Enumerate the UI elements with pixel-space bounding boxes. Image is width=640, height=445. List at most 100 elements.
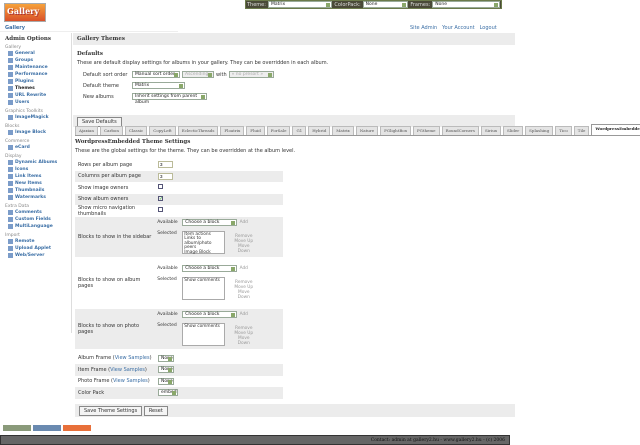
sidebar-item-themes[interactable]: Themes [5,85,66,92]
sidebar-item-image-block[interactable]: Image Block [5,129,66,136]
photo-frame-select[interactable]: None [158,377,174,385]
tab-carbon[interactable]: Carbon [100,126,123,135]
photo-blocks-available-select[interactable]: Choose a block [182,310,238,318]
sort-direction-select[interactable]: Ascending [182,71,214,78]
tab-forsale[interactable]: ForSale [266,126,291,135]
tab-hybrid[interactable]: Hybrid [308,126,331,135]
tab-ajaxian[interactable]: Ajaxian [75,126,99,135]
breadcrumb-gallery[interactable]: Gallery [5,25,26,31]
tab-splashing[interactable]: Splashing [525,126,554,135]
sidebar-item-general[interactable]: General [5,50,66,57]
sidebar-item-performance[interactable]: Performance [5,71,66,78]
remove-button[interactable]: Remove [235,325,253,331]
tab-g1[interactable]: G1 [292,126,307,135]
selected-block-item[interactable]: Item actions [184,231,211,237]
tab-slider[interactable]: Slider [503,126,524,135]
colorpack-select[interactable]: None [362,1,409,8]
add-button[interactable]: Add [239,265,248,271]
photo-blocks-selected-list[interactable]: Show comments [182,322,226,346]
php-badge[interactable] [63,425,91,431]
add-button[interactable]: Add [239,311,248,317]
columns-input[interactable] [158,172,173,180]
tab-fluid[interactable]: Fluid [246,126,265,135]
tab-classic[interactable]: Classic [124,126,148,135]
rows-input[interactable] [158,161,173,169]
selected-block-item[interactable]: Links to album/photo peers [184,236,212,250]
selected-block-item[interactable]: Show comments [184,277,220,283]
selected-block-item[interactable]: Show comments [184,323,220,329]
g2-badge[interactable] [33,425,61,431]
remove-button[interactable]: Remove [235,279,253,285]
default-theme-select[interactable]: Matrix [132,82,185,89]
sidebar-item-imagemagick[interactable]: ImageMagick [5,114,66,121]
frames-label: Frames: [410,1,431,8]
album-blocks-available-select[interactable]: Choose a block [182,264,238,272]
sidebar-item-link-items[interactable]: Link Items [5,173,66,180]
frames-select[interactable]: None [432,1,500,8]
sidebar-item-url-rewrite[interactable]: URL Rewrite [5,92,66,99]
tab-siriux[interactable]: Siriux [480,126,502,135]
tab-matrix[interactable]: Matrix [332,126,354,135]
sidebar-item-watermarks[interactable]: Watermarks [5,194,66,201]
move-up-button[interactable]: Move Up [234,238,254,244]
sidebar-item-ecard[interactable]: eCard [5,144,66,151]
logout-link[interactable]: Logout [479,25,497,31]
sidebar-item-groups[interactable]: Groups [5,57,66,64]
sidebar-item-custom-fields[interactable]: Custom Fields [5,216,66,223]
tab-tico[interactable]: Tico [555,126,572,135]
sidebar-item-web-server[interactable]: Web/Server [5,252,66,259]
gallery-logo[interactable]: Gallery [4,3,46,22]
sidebar-item-plugins[interactable]: Plugins [5,78,66,85]
save-defaults-button[interactable]: Save Defaults [77,117,122,127]
album-owners-checkbox[interactable]: ✓ [158,196,164,203]
remove-button[interactable]: Remove [235,233,253,239]
default-theme-label: Default theme [83,82,120,89]
selected-block-item[interactable]: Image Block [184,249,211,255]
move-down-button[interactable]: Move Down [237,243,250,254]
micro-nav-checkbox[interactable] [158,207,163,213]
item-frame-select[interactable]: None [158,366,174,374]
sidebar-blocks-selected-list[interactable]: Item actions Links to album/photo peers Im… [182,230,226,255]
sidebar-item-maintenance[interactable]: Maintenance [5,64,66,71]
tab-floatrix[interactable]: Floatrix [220,126,245,135]
photo-frame-samples-link[interactable]: View Samples [112,378,148,385]
sidebar-item-dynamic-albums[interactable]: Dynamic Albums [5,159,66,166]
move-up-button[interactable]: Move Up [234,284,254,290]
tab-tile[interactable]: Tile [573,126,590,135]
move-up-button[interactable]: Move Up [234,330,254,336]
tab-copyleft[interactable]: CopyLeft [149,126,176,135]
album-frame-select[interactable]: None [158,354,174,362]
presort-select[interactable]: « no presort » [228,71,274,78]
tab-nature[interactable]: Nature [355,126,379,135]
your-account-link[interactable]: Your Account [442,25,475,31]
sidebar-item-upload-applet[interactable]: Upload Applet [5,245,66,252]
sidebar-item-icons[interactable]: Icons [5,166,66,173]
tab-pglightbox[interactable]: PGlightBox [380,126,411,135]
album-frame-samples-link[interactable]: View Samples [114,355,150,362]
tab-roundcorners[interactable]: RoundCorners [441,126,479,135]
sidebar-item-new-items[interactable]: New Items [5,180,66,187]
sidebar-item-multilanguage[interactable]: MultiLanguage [5,223,66,230]
sidebar-item-comments[interactable]: Comments [5,209,66,216]
sidebar-item-thumbnails[interactable]: Thumbnails [5,187,66,194]
image-owners-checkbox[interactable] [158,184,163,190]
sidebar-blocks-available-select[interactable]: Choose a block [182,218,238,226]
xhtml-badge[interactable] [3,425,31,431]
sidebar-item-remote[interactable]: Remote [5,238,66,245]
sidebar-item-users[interactable]: Users [5,99,66,106]
sort-order-select[interactable]: Manual sort order [132,71,180,78]
new-albums-select[interactable]: Inherit settings from parent album [132,93,207,105]
move-down-button[interactable]: Move Down [237,289,250,300]
add-button[interactable]: Add [239,219,248,225]
theme-select[interactable]: Matrix [267,1,333,8]
album-blocks-selected-list[interactable]: Show comments [182,276,226,300]
color-pack-select[interactable]: embed [158,389,178,397]
save-theme-settings-button[interactable]: Save Theme Settings [79,405,143,416]
reset-button[interactable]: Reset [143,405,168,416]
tab-pgtheme[interactable]: PGtheme [412,126,440,135]
tab-wordpressembedded[interactable]: WordpressEmbedded [591,124,640,135]
move-down-button[interactable]: Move Down [237,335,250,346]
item-frame-samples-link[interactable]: View Samples [110,366,145,373]
tab-eclecticthreads[interactable]: EclecticThreads [177,126,219,135]
site-admin-link[interactable]: Site Admin [410,25,438,31]
